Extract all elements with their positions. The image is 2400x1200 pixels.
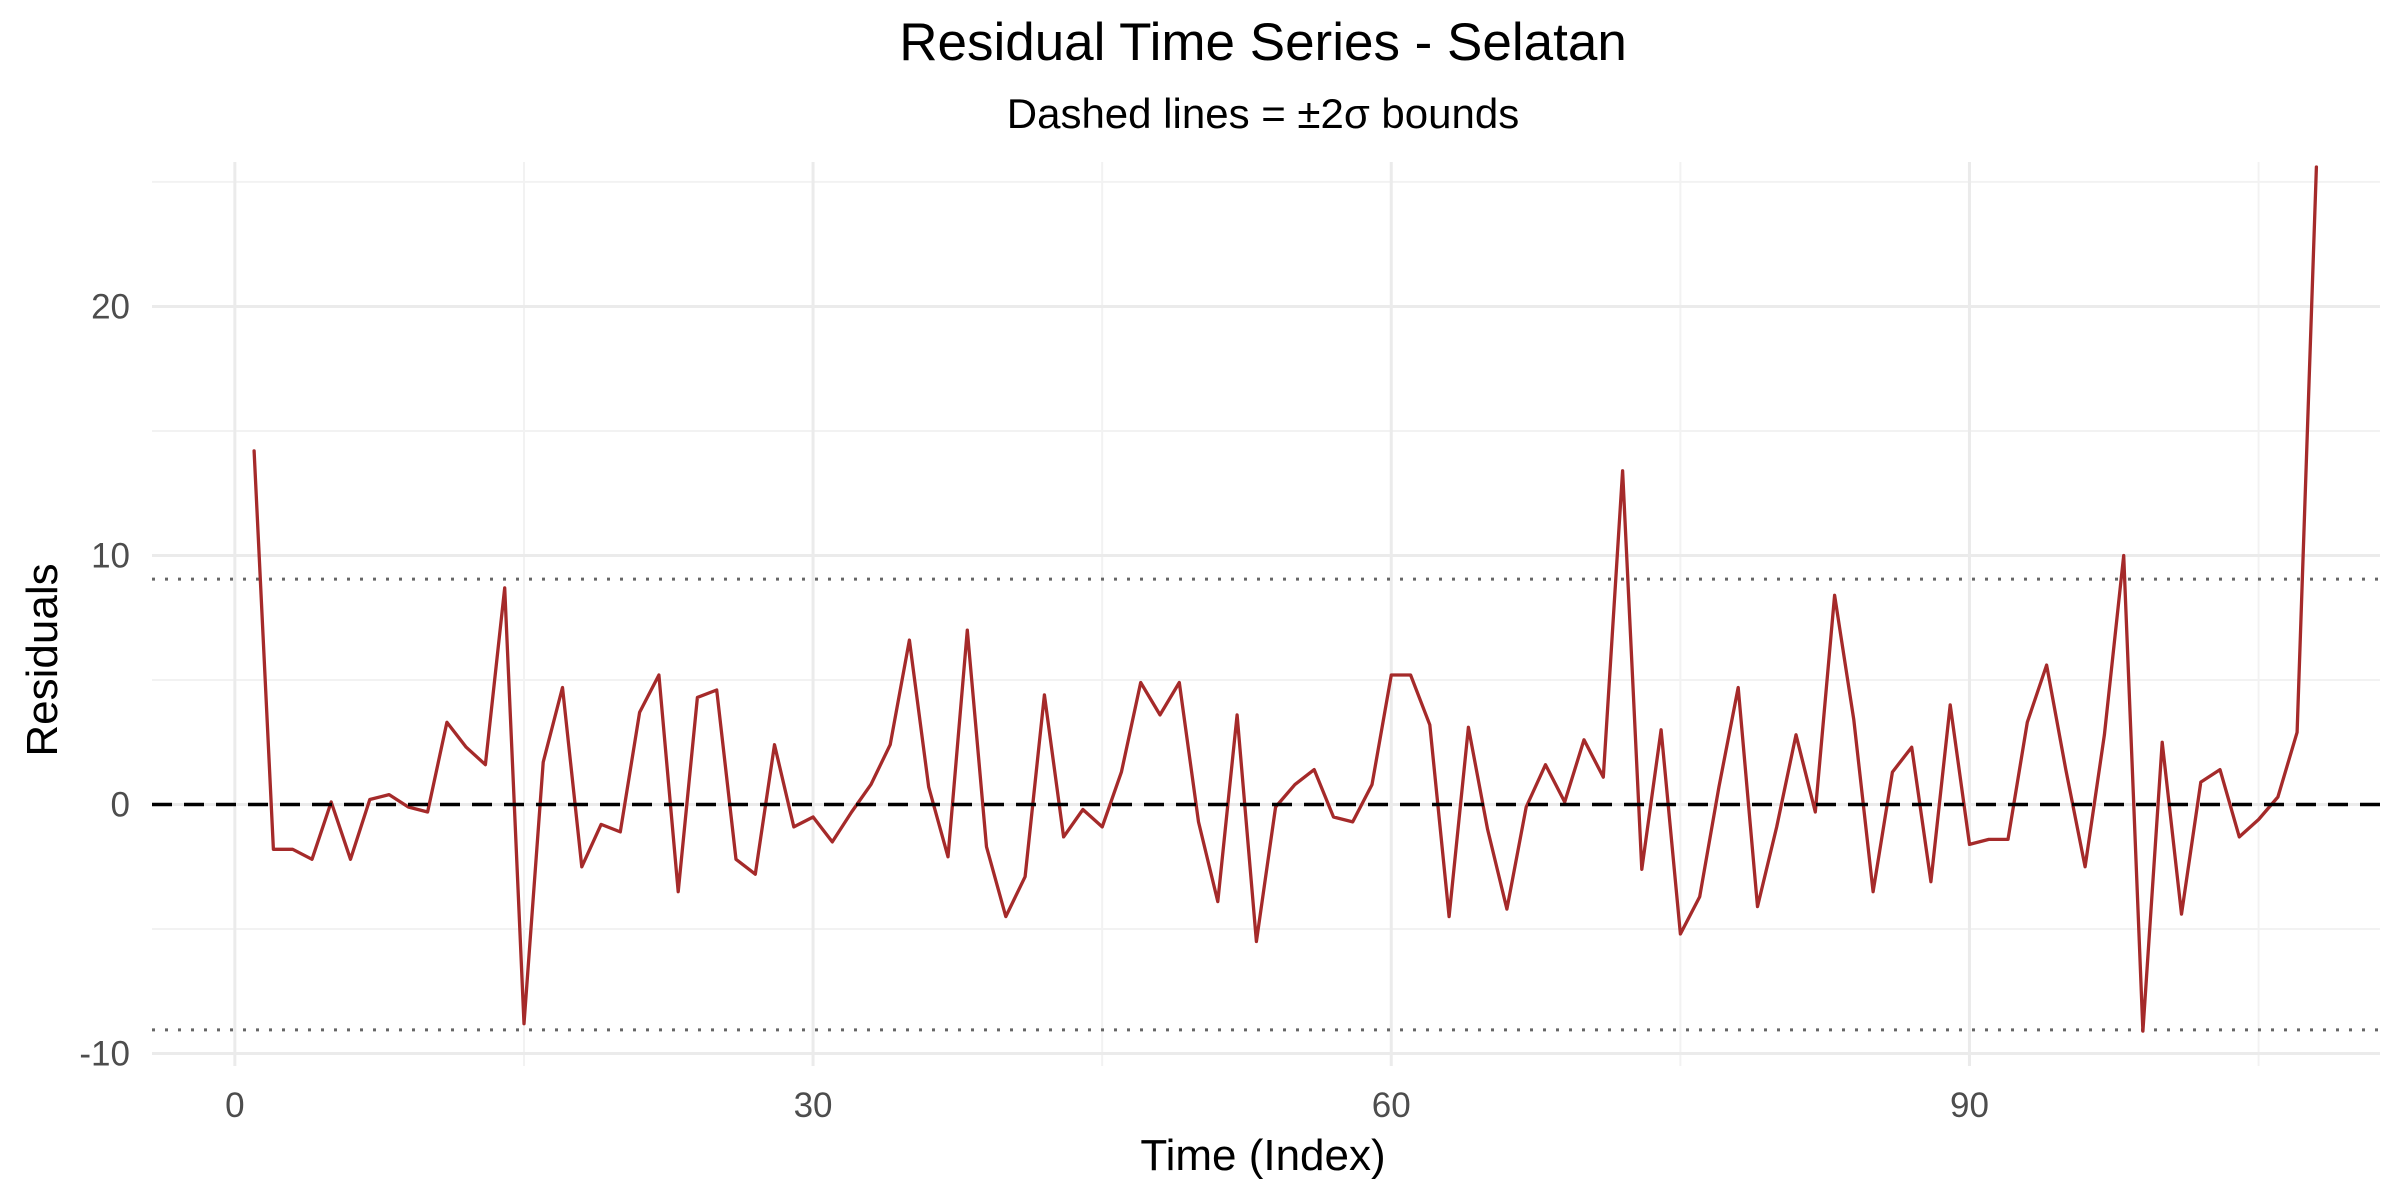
chart-title: Residual Time Series - Selatan <box>899 13 1627 72</box>
x-axis-label: Time (Index) <box>1140 1131 1385 1180</box>
y-tick-label: 10 <box>91 536 130 575</box>
grid-layer <box>152 162 2380 1066</box>
tick-labels: 0 30 60 90 -10 0 10 20 <box>79 287 1989 1125</box>
y-tick-label: 20 <box>91 287 130 326</box>
residual-series-line <box>252 165 2319 1033</box>
chart-subtitle: Dashed lines = ±2σ bounds <box>1007 90 1519 137</box>
y-tick-label: -10 <box>79 1035 130 1074</box>
series-layer <box>152 165 2380 1033</box>
y-axis-label: Residuals <box>18 563 67 756</box>
x-tick-label: 0 <box>225 1086 244 1125</box>
x-tick-label: 60 <box>1372 1086 1411 1125</box>
x-tick-label: 90 <box>1950 1086 1989 1125</box>
y-tick-label: 0 <box>111 786 130 825</box>
x-tick-label: 30 <box>794 1086 833 1125</box>
